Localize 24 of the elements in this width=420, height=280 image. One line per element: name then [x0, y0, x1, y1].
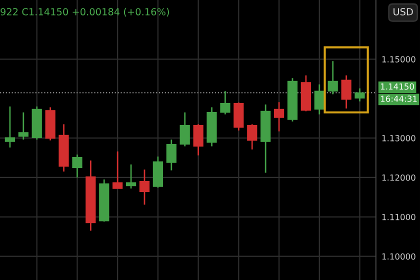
candlestick	[72, 154, 82, 178]
y-tick-label: 1.12000	[382, 174, 416, 181]
ref-line-label: 1.14150	[380, 83, 414, 90]
candlestick	[112, 150, 123, 190]
text: USD	[394, 8, 413, 16]
y-tick-label: 1.13000	[382, 135, 416, 142]
y-tick-label: 1.11000	[382, 214, 416, 220]
candlestick	[166, 138, 176, 172]
candlestick	[4, 106, 16, 148]
y-tick-label: 1.15000	[382, 56, 416, 62]
y-tick-label: 1.10000	[382, 253, 416, 260]
candlestick	[193, 124, 204, 156]
candlestick	[220, 90, 230, 116]
candlestick	[247, 124, 258, 150]
candlestick	[354, 88, 365, 102]
candlestick	[328, 60, 338, 95]
candlestick	[126, 164, 136, 190]
candlestick	[341, 74, 352, 110]
annotation: 922 C1.14150 +0.00184 (+0.16%)	[0, 8, 169, 17]
candlestick	[139, 168, 150, 206]
candlestick	[180, 112, 190, 148]
text: 16:44:31	[380, 96, 417, 102]
candlestick	[18, 112, 28, 140]
candlestick	[274, 101, 284, 132]
